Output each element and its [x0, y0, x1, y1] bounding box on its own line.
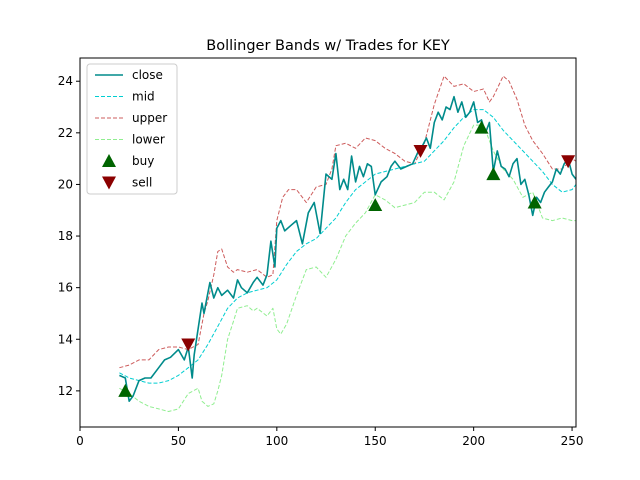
- series-group: [119, 75, 576, 412]
- axes: 0 50 100 150 200 250 12 14 16 18 20 22 24: [58, 57, 584, 448]
- sell-marker-0: [181, 338, 196, 352]
- legend-label-lower: lower: [132, 133, 165, 147]
- x-tick-label-150: 150: [364, 434, 387, 448]
- legend-label-close: close: [132, 68, 163, 82]
- series-line-mid: [119, 109, 576, 384]
- y-tick-label-24: 24: [58, 74, 73, 88]
- legend-label-sell: sell: [132, 176, 152, 190]
- x-tick-label-50: 50: [171, 434, 186, 448]
- y-tick-label-22: 22: [58, 126, 73, 140]
- legend-swatch-sell: [102, 176, 116, 190]
- legend-label-mid: mid: [132, 90, 155, 104]
- chart-title: Bollinger Bands w/ Trades for KEY: [206, 38, 450, 54]
- series-line-lower: [119, 124, 576, 412]
- y-tick-label-14: 14: [58, 332, 73, 346]
- plot-frame: [79, 57, 577, 428]
- legend-box: [86, 63, 178, 195]
- legend: close mid upper lower buy sell: [86, 63, 178, 195]
- sell-marker-2: [561, 155, 576, 169]
- legend-swatch-buy: [102, 154, 116, 167]
- x-tick-label-250: 250: [561, 434, 584, 448]
- series-line-close: [119, 95, 576, 402]
- sell-marker-1: [413, 144, 428, 158]
- buy-marker-2: [474, 120, 489, 134]
- x-tick-label-100: 100: [265, 434, 288, 448]
- y-tick-label-16: 16: [58, 281, 73, 295]
- buy-marker-3: [486, 167, 501, 181]
- x-tick-label-0: 0: [76, 434, 84, 448]
- legend-label-upper: upper: [132, 111, 167, 125]
- x-tick-label-200: 200: [462, 434, 485, 448]
- plot-area: [118, 75, 576, 412]
- y-tick-label-12: 12: [58, 384, 73, 398]
- buy-marker-4: [527, 195, 542, 209]
- buy-marker-1: [368, 198, 383, 212]
- legend-label-buy: buy: [132, 154, 154, 168]
- y-tick-label-20: 20: [58, 177, 73, 191]
- buy-marker-0: [118, 383, 133, 397]
- y-tick-label-18: 18: [58, 229, 73, 243]
